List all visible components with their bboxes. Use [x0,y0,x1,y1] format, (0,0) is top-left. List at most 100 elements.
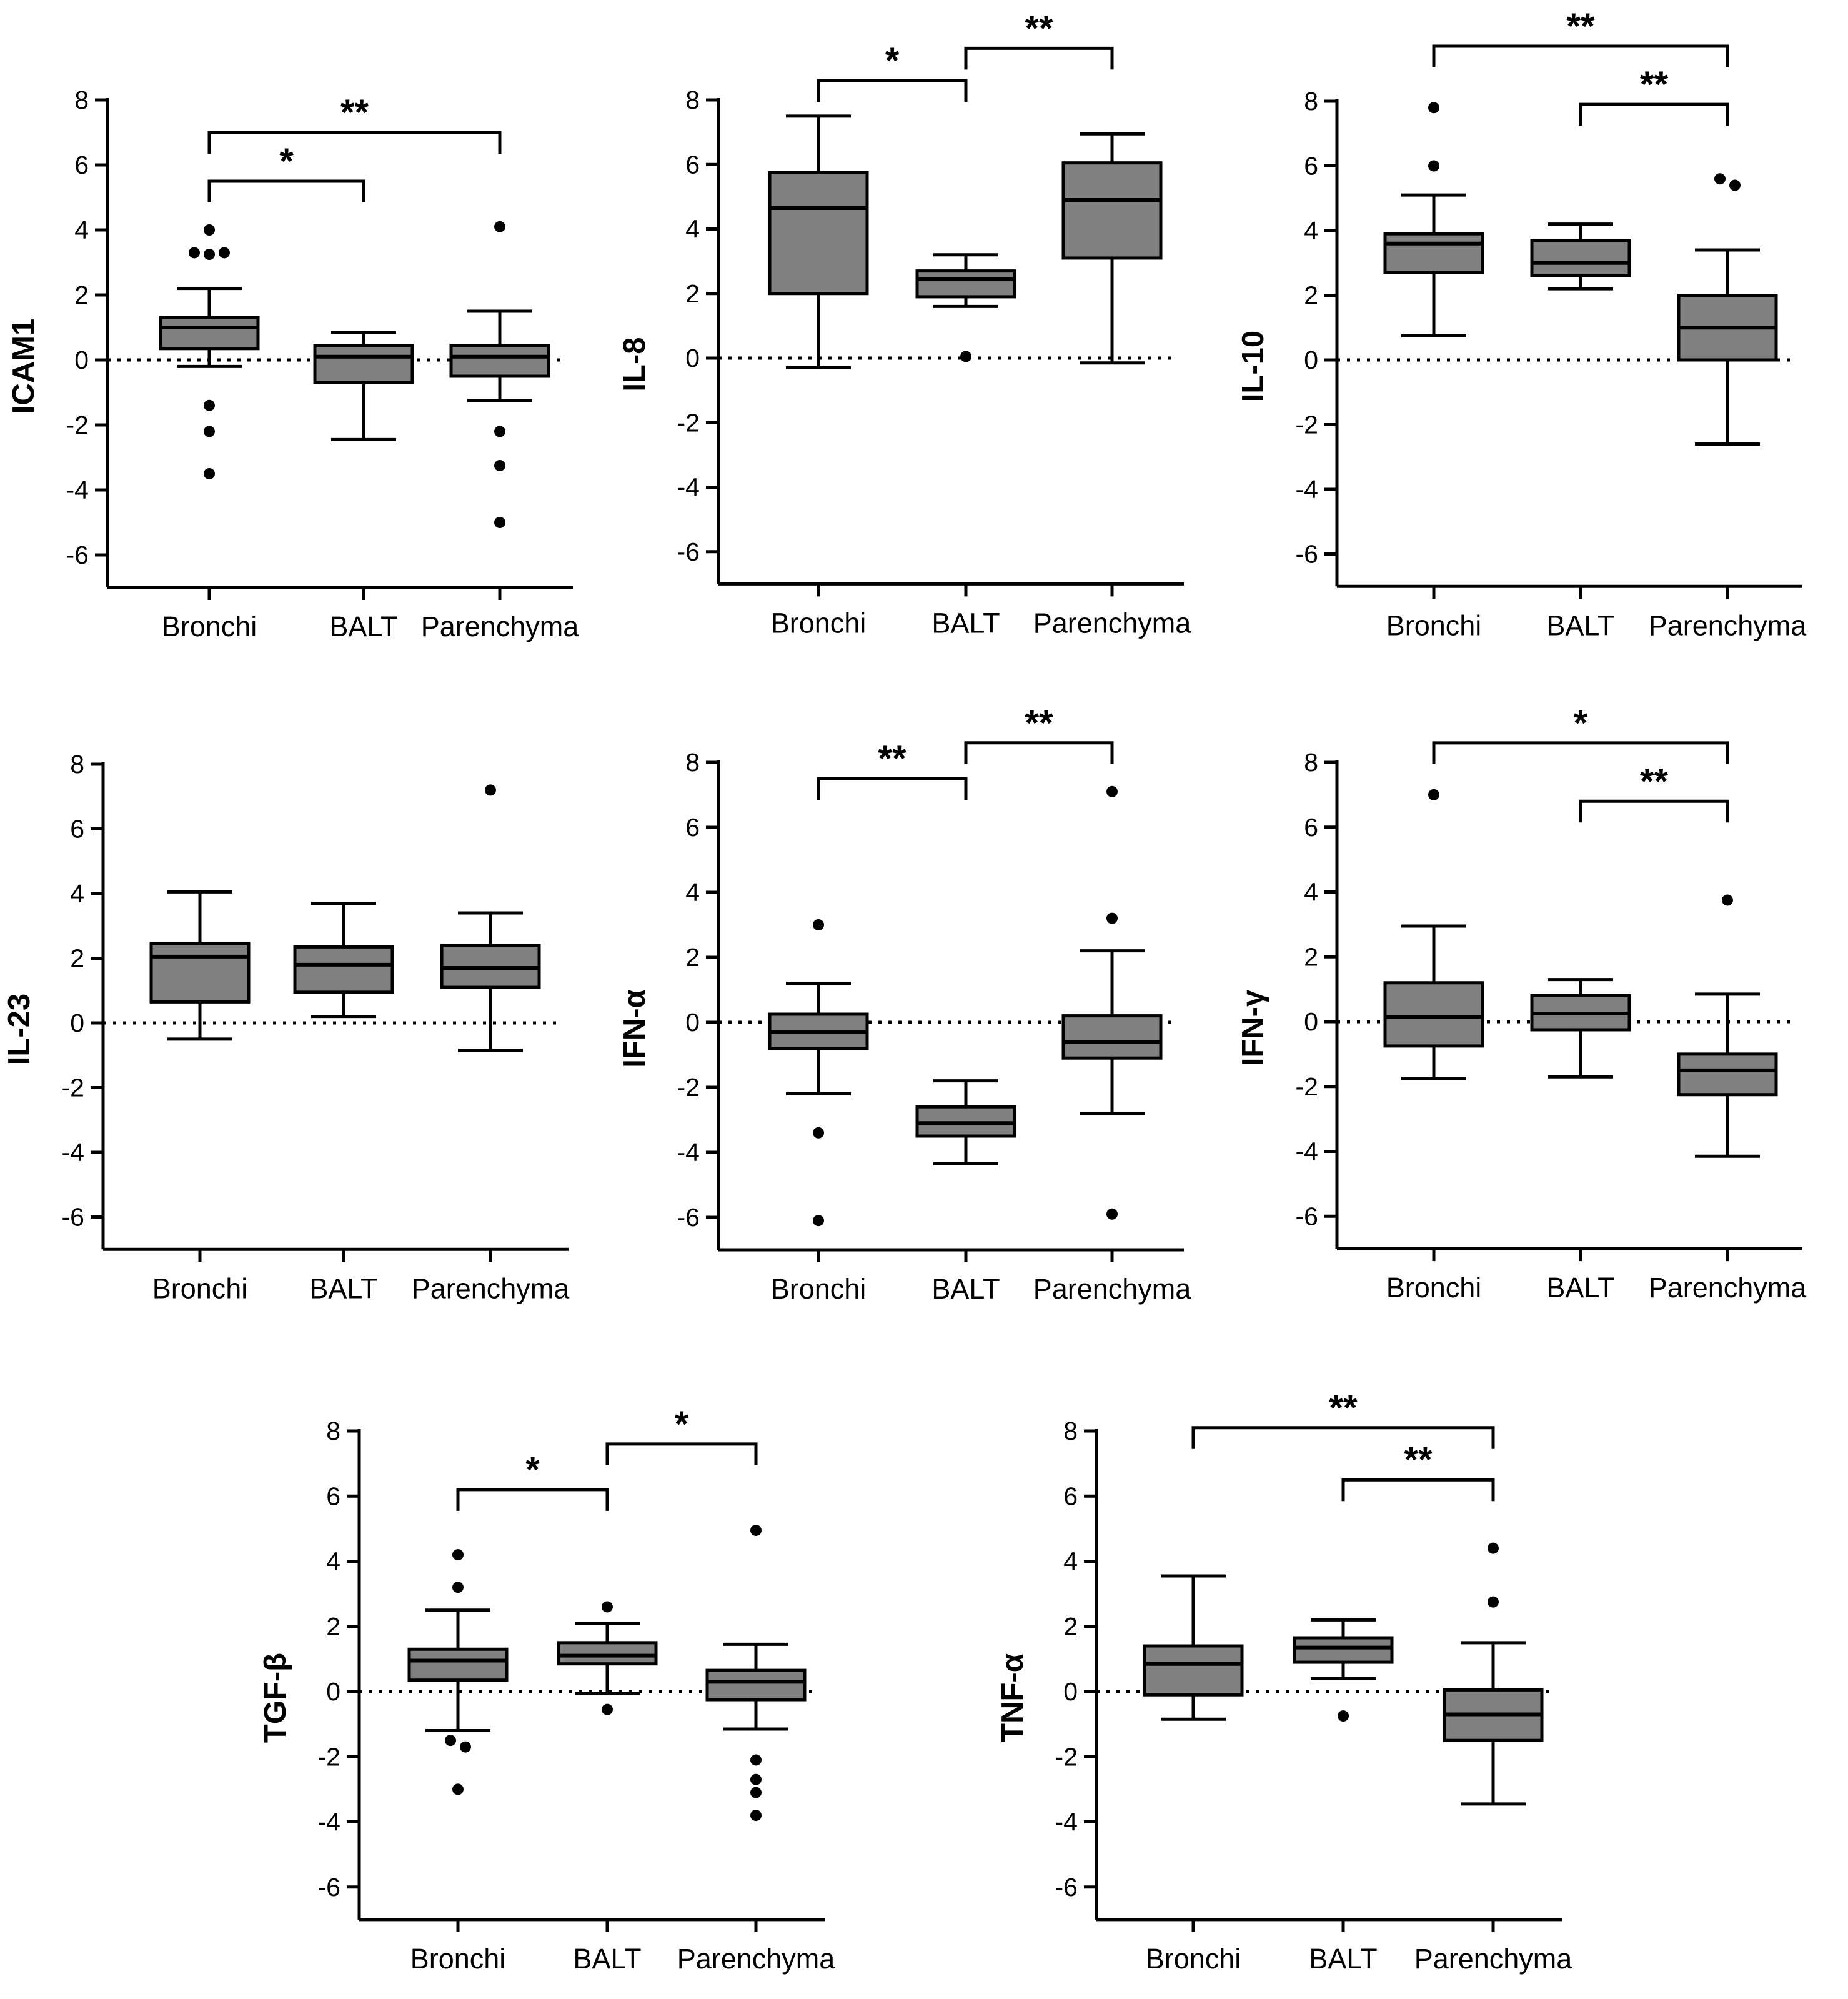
box-parenchyma [1677,1052,1778,1097]
outlier-point [494,426,505,437]
x-tick-label-bronchi: Bronchi [771,1273,867,1305]
y-tick-label: 4 [1304,878,1318,907]
outlier-point [189,247,200,259]
outlier-point [494,221,505,232]
y-tick-label: 0 [326,1677,340,1706]
outlier-point [1106,912,1118,924]
outlier-point [494,460,505,471]
y-tick-label: -6 [62,1203,84,1232]
y-tick-label: -4 [66,476,89,504]
outlier-point [204,468,215,479]
y-axis-label: TGF-β [259,1653,292,1743]
significance-label: * [885,41,900,81]
y-tick-label: -2 [677,408,700,437]
outlier-point [1729,179,1741,191]
y-tick-label: 8 [685,86,700,114]
y-tick-label: 8 [74,86,89,114]
significance-label: * [1574,703,1588,744]
y-tick-label: 4 [74,216,89,244]
outlier-point [494,517,505,528]
box-parenchyma [1061,1014,1163,1060]
y-tick-label: 0 [70,1009,84,1037]
box-balt [313,344,414,384]
y-tick-label: 0 [685,1008,700,1037]
outlier-point [452,1783,464,1795]
significance-label: ** [1329,1388,1358,1428]
y-tick-label: 6 [1304,152,1318,181]
box-parenchyma [449,344,550,378]
outlier-point [1428,789,1439,800]
y-tick-label: 4 [685,215,700,244]
y-axis-label: IL-8 [618,337,652,391]
outlier-point [1338,1710,1349,1722]
y-tick-label: 8 [1304,748,1318,777]
significance-bracket [207,179,365,202]
significance-bracket [456,1488,609,1511]
y-tick-label: 4 [685,878,700,907]
significance-label: * [525,1450,540,1490]
y-tick-label: -6 [66,541,89,569]
y-tick-label: -4 [62,1138,84,1167]
y-tick-label: 2 [685,943,700,972]
outlier-point [204,224,215,236]
significance-label: ** [1404,1440,1433,1480]
y-tick-label: 0 [1304,346,1318,374]
significance-label: * [279,141,294,182]
box-bronchi [768,171,869,296]
significance-bracket [1341,1478,1495,1502]
outlier-point [219,247,230,259]
significance-bracket [1432,741,1729,764]
x-tick-label-parenchyma: Parenchyma [1649,609,1807,641]
y-tick-label: 6 [685,150,700,179]
box-parenchyma [705,1668,807,1702]
x-tick-label-balt: BALT [1546,1272,1614,1304]
significance-label: ** [1025,703,1053,744]
x-tick-label-bronchi: Bronchi [410,1943,506,1975]
chart-panel-il-10: 8 6 4 2 0 -2 -4 -6 IL-10 Bronchi BALT Parenchyma ** *… [1236,6,1807,641]
outlier-point [452,1582,464,1593]
chart-panel-tnf-: 8 6 4 2 0 -2 -4 -6 TNF-α Bronchi BALT Parenchyma ** *… [996,1388,1572,1975]
box-balt [915,269,1016,299]
outlier-point [204,249,215,260]
x-tick-label-balt: BALT [931,1273,1000,1305]
chart-panel-tgf-: 8 6 4 2 0 -2 -4 -6 TGF-β Bronchi BALT Parenchyma * * [259,1404,835,1975]
y-tick-label: 2 [1063,1612,1078,1641]
box-bronchi [1383,232,1484,274]
outlier-point [750,1524,762,1536]
outlier-point [750,1773,762,1785]
box-balt [557,1641,658,1666]
outlier-point [1714,173,1726,185]
box-bronchi [149,942,251,1004]
y-tick-label: 2 [70,944,84,973]
significance-bracket [1579,799,1729,823]
significance-bracket [605,1442,758,1465]
y-tick-label: 4 [1063,1547,1078,1576]
y-tick-label: -6 [318,1873,340,1902]
y-tick-label: 4 [326,1547,340,1576]
box-bronchi [1383,981,1484,1048]
outlier-point [1428,160,1439,172]
x-tick-label-parenchyma: Parenchyma [1649,1272,1807,1304]
box-parenchyma [1061,161,1163,260]
y-tick-label: -4 [1296,475,1318,504]
y-tick-label: 2 [74,281,89,309]
x-tick-label-balt: BALT [573,1943,641,1975]
x-tick-label-balt: BALT [329,611,397,642]
y-tick-label: 0 [1063,1677,1078,1706]
y-tick-label: 6 [326,1482,340,1510]
y-tick-label: 4 [1304,216,1318,245]
outlier-point [602,1601,613,1613]
y-axis-label: IFN-α [618,989,652,1067]
y-tick-label: -2 [1296,1072,1318,1101]
y-tick-label: -2 [318,1742,340,1771]
box-balt [293,945,394,994]
outlier-point [750,1787,762,1798]
outlier-point [1106,1208,1118,1220]
y-tick-label: 8 [70,750,84,779]
y-tick-label: -6 [677,537,700,566]
y-tick-label: 0 [74,346,89,374]
y-tick-label: 2 [1304,281,1318,310]
x-tick-label-balt: BALT [309,1272,377,1304]
